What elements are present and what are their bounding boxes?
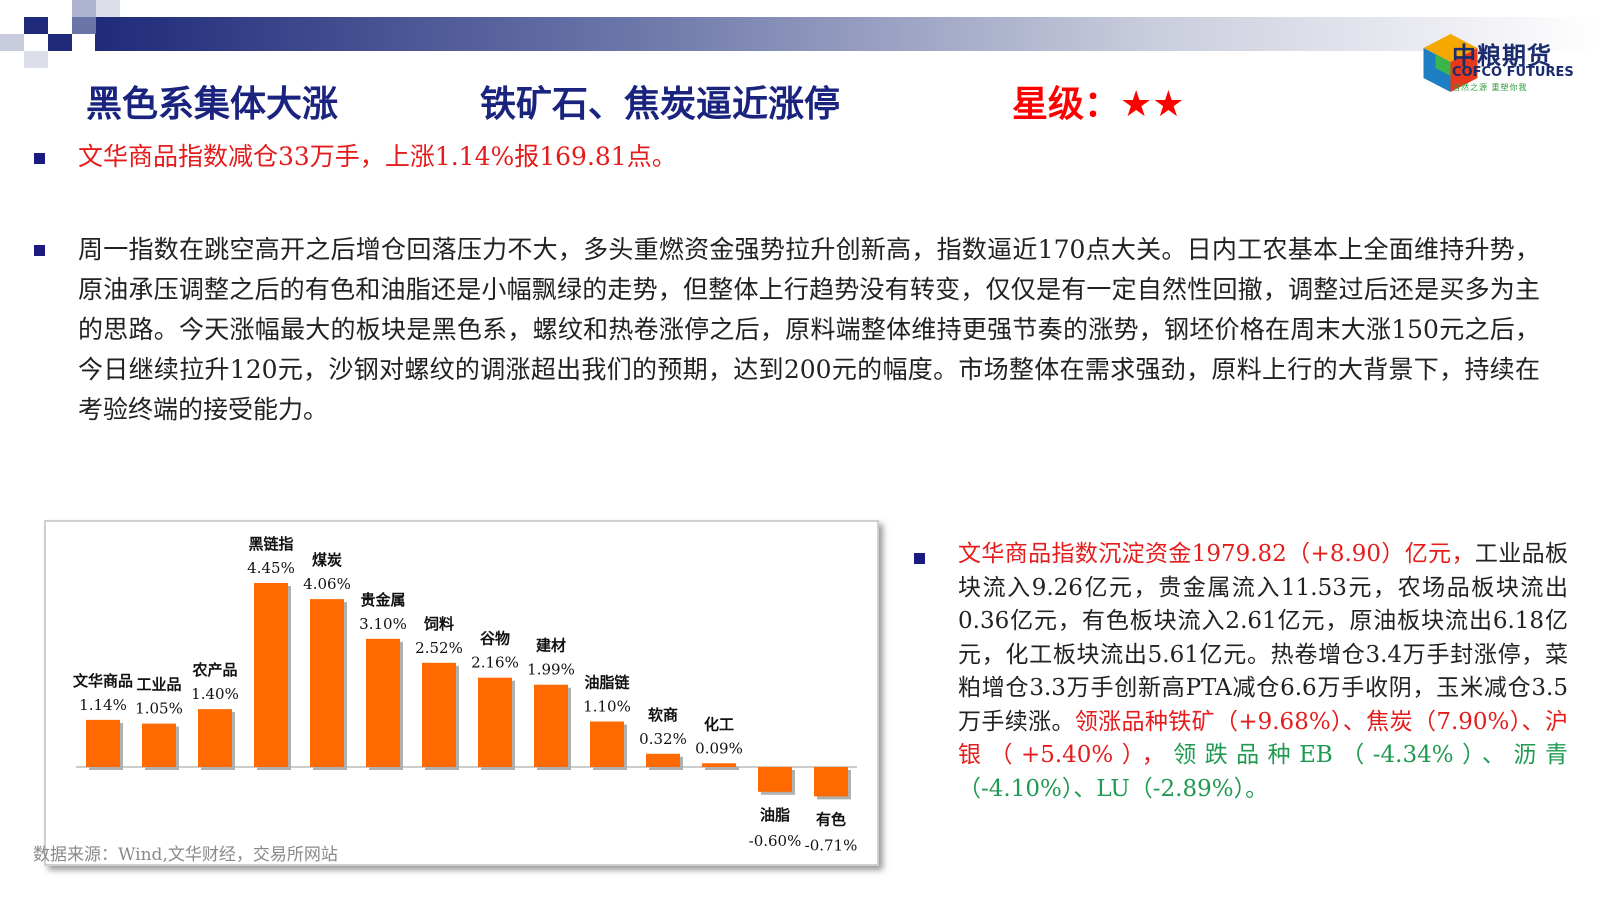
header-square	[24, 51, 48, 68]
header-square	[72, 17, 96, 34]
chart-category-label: 文华商品	[73, 672, 133, 690]
header-square	[48, 34, 72, 51]
bullet-icon	[914, 553, 925, 564]
chart-bar	[814, 767, 848, 797]
sector-change-chart: 文华商品 1.14% 工业品 1.05% 农产品 1.40% 黑链指 4.45% 煤炭 4.06%…	[44, 520, 879, 866]
chart-category-label: 黑链指	[248, 535, 293, 553]
chart-bar	[422, 662, 456, 767]
chart-bar	[198, 709, 232, 767]
chart-value-label: 2.52%	[415, 639, 463, 657]
chart-value-label: 2.16%	[471, 654, 519, 672]
chart-value-label: 3.10%	[359, 615, 407, 633]
chart-category-label: 有色	[816, 810, 846, 828]
chart-value-label: 1.10%	[583, 698, 631, 716]
title-main: 黑色系集体大涨	[86, 84, 339, 125]
header-square	[72, 0, 96, 17]
chart-category-label: 工业品	[136, 676, 181, 694]
chart-category-label: 油脂	[760, 806, 790, 824]
chart-bar	[86, 719, 120, 767]
chart-category-label: 农产品	[191, 661, 237, 679]
header-gradient-bar	[95, 17, 1600, 51]
header-square	[24, 17, 48, 34]
rating: 星级：★★	[1012, 75, 1185, 127]
chart-category-label: 化工	[704, 715, 734, 733]
rating-stars: ★★	[1120, 84, 1185, 125]
top-gainers-text: 领涨品种铁矿（+9.68%）、焦炭（7.90%）、沪银（+5.40%），	[958, 708, 1569, 769]
bullet-3-text: 文华商品指数沉淀资金1979.82（+8.90）亿元，工业品板块流入9.26亿元…	[958, 538, 1568, 806]
chart-bar	[702, 763, 736, 767]
logo-name-en: COFCO FUTURES	[1452, 65, 1574, 80]
bullet-1-text: 文华商品指数减仓33万手，上涨1.14%报169.81点。	[78, 142, 677, 171]
rating-label: 星级：	[1012, 84, 1121, 125]
chart-category-label: 谷物	[480, 630, 510, 648]
chart-category-label: 煤炭	[312, 551, 342, 569]
fund-flow-text: 工业品板块流入9.26亿元，贵金属流入11.53元，农场品板块流出0.36亿元，…	[958, 541, 1569, 735]
data-source-note: 数据来源：Wind,文华财经，交易所网站	[33, 845, 338, 865]
chart-value-label: 0.09%	[695, 739, 743, 757]
chart-value-label: 1.14%	[79, 696, 127, 714]
chart-value-label: -0.71%	[805, 836, 858, 854]
fund-total-text: 文华商品指数沉淀资金1979.82（+8.90）亿元，	[958, 541, 1475, 567]
top-losers-text: 领跌品种EB（-4.34%）、沥青（-4.10%）、LU（-2.89%）。	[958, 742, 1568, 802]
logo-name-zh: 中粮期货	[1452, 42, 1552, 70]
chart-value-label: 4.45%	[247, 559, 295, 577]
chart-bar	[646, 753, 680, 767]
chart-bar	[478, 677, 512, 767]
bullet-icon	[34, 245, 45, 256]
chart-value-label: 1.05%	[135, 700, 183, 718]
title-secondary: 铁矿石、焦炭逼近涨停	[480, 84, 841, 125]
chart-bar	[310, 599, 344, 767]
chart-category-label: 软商	[648, 706, 678, 724]
chart-value-label: 1.99%	[527, 661, 575, 679]
chart-bar	[590, 721, 624, 767]
chart-category-label: 建材	[536, 637, 566, 655]
bullet-icon	[34, 153, 45, 164]
chart-bar	[758, 767, 792, 792]
chart-value-label: 4.06%	[303, 575, 351, 593]
cofco-cube-logo-icon	[1423, 34, 1478, 92]
header-square	[0, 34, 24, 51]
logo-tagline: 自然之源 重塑你我	[1452, 83, 1528, 92]
chart-value-label: 1.40%	[191, 685, 239, 703]
chart-bar-shadow	[705, 766, 739, 770]
chart-value-label: 0.32%	[639, 730, 687, 748]
bullet-2-text: 周一指数在跳空高开之后增仓回落压力不大，多头重燃资金强势拉升创新高，指数逼近17…	[78, 235, 1540, 424]
chart-bar	[254, 583, 288, 767]
chart-category-label: 贵金属	[360, 591, 405, 609]
chart-category-label: 油脂链	[584, 674, 630, 692]
chart-bar	[142, 723, 176, 767]
chart-value-label: -0.60%	[749, 832, 802, 850]
chart-bar	[366, 638, 400, 767]
chart-category-label: 饲料	[423, 615, 454, 633]
chart-svg: 文华商品 1.14% 工业品 1.05% 农产品 1.40% 黑链指 4.45% 煤炭 4.06%…	[73, 535, 858, 854]
header-square	[96, 0, 120, 17]
chart-bar	[534, 684, 568, 767]
